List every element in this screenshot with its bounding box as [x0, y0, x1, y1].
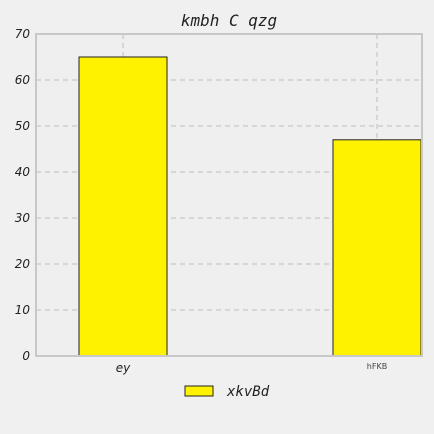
y-tick-label: 20: [15, 257, 31, 271]
bar: [332, 139, 422, 357]
bar: [78, 56, 168, 357]
y-tick-label: 60: [15, 73, 31, 87]
y-tick-label: 10: [15, 303, 31, 317]
plot-frame: [35, 33, 423, 357]
y-tick-label: 0: [22, 349, 30, 363]
legend-label: xkvBd: [226, 384, 270, 400]
y-tick-label: 70: [15, 27, 31, 41]
chart-title: kmbh C qzg: [181, 11, 277, 30]
y-tick-label: 30: [15, 211, 31, 225]
y-tick-label: 50: [15, 119, 31, 133]
y-tick-label: 40: [15, 165, 31, 179]
legend-swatch: [184, 385, 214, 397]
legend: xkvBd: [184, 384, 270, 400]
x-tick-label: hFKB: [367, 362, 387, 371]
x-tick-label: ey: [116, 361, 131, 375]
x-axis-ticks: ey hFKB: [116, 361, 387, 375]
y-axis-ticks: 0 10 20 30 40 50 60 70: [15, 27, 31, 363]
